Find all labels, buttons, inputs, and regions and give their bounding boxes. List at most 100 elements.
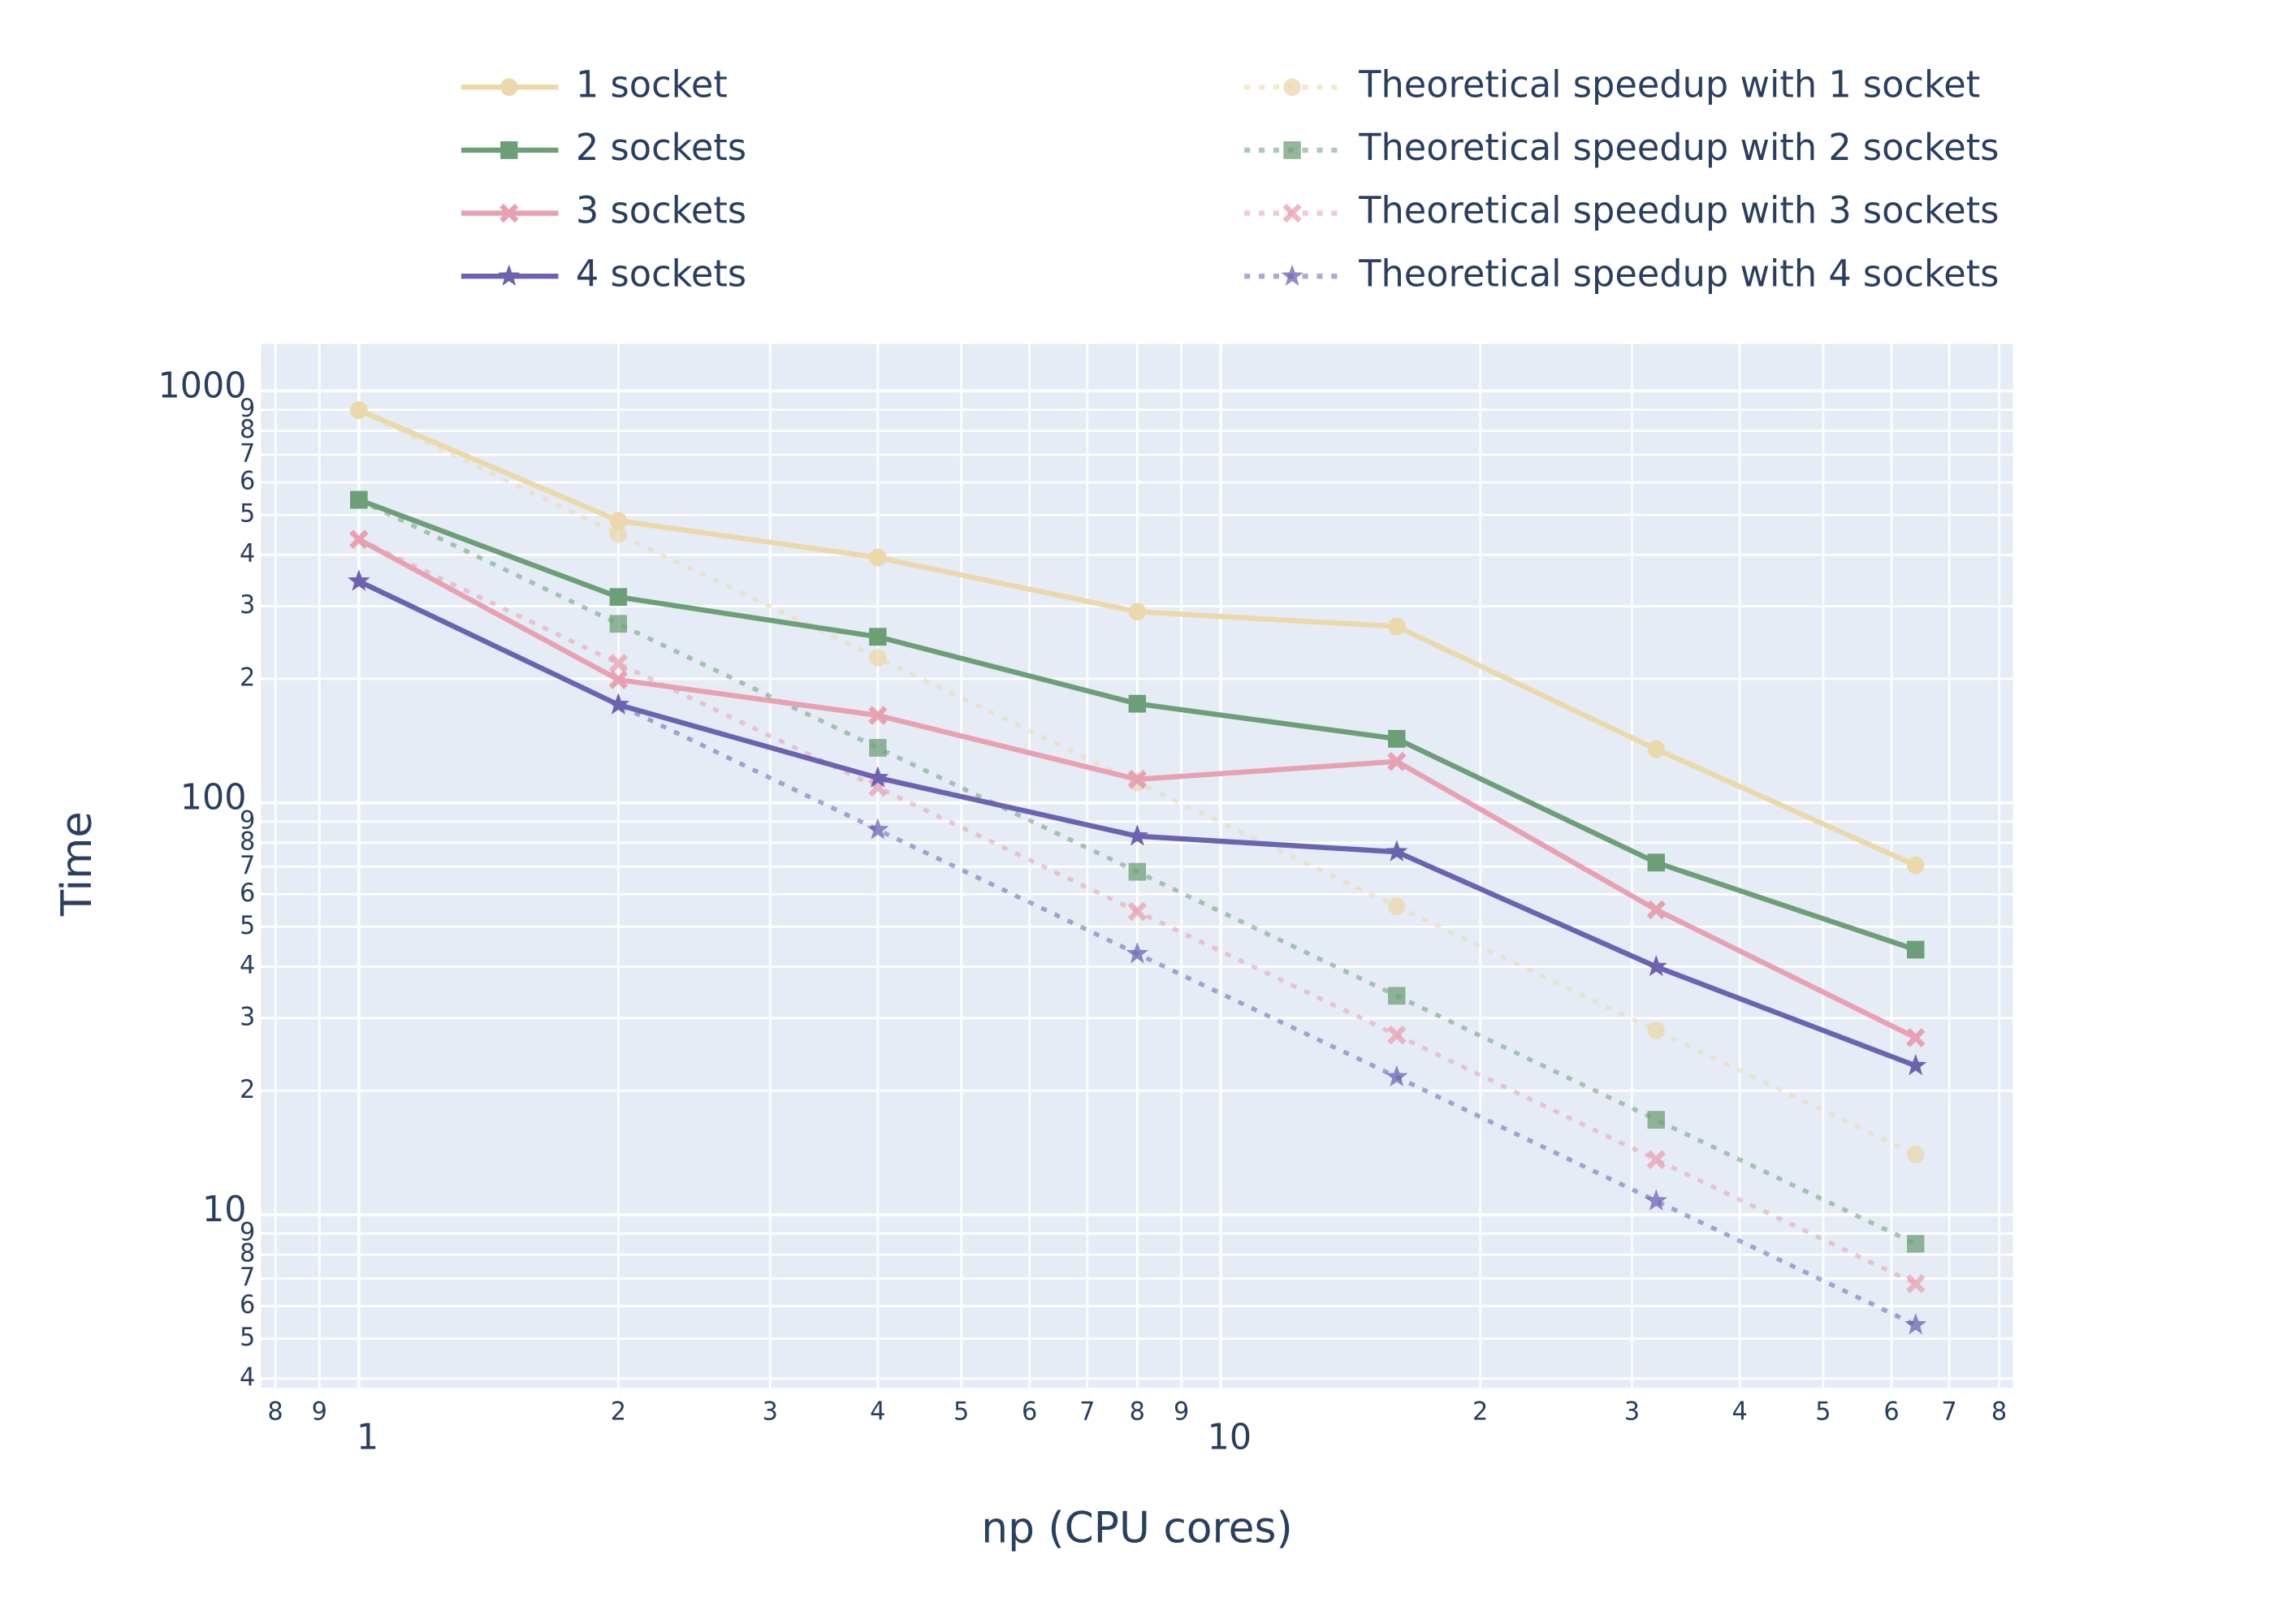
y-tick-label: 100 xyxy=(180,777,247,818)
x-tick-label: 8 xyxy=(1130,1397,1145,1426)
data-point xyxy=(609,525,628,543)
data-point xyxy=(348,569,370,591)
data-point xyxy=(1388,617,1406,636)
y-tick-label: 5 xyxy=(240,912,255,940)
x-tick-label: 1 xyxy=(357,1417,378,1458)
data-point xyxy=(1387,751,1407,771)
y-tick-label: 6 xyxy=(240,879,255,908)
legend-label: 4 sockets xyxy=(576,252,746,295)
legend-label: Theoretical speedup with 2 sockets xyxy=(1358,126,1999,169)
data-point xyxy=(609,615,628,633)
x-tick-label: 5 xyxy=(1815,1397,1831,1426)
data-point xyxy=(1126,824,1148,846)
data-point xyxy=(1386,1065,1408,1087)
legend-marker xyxy=(1283,78,1301,97)
x-axis-title: np (CPU cores) xyxy=(981,1504,1292,1553)
data-point xyxy=(607,693,629,715)
data-point xyxy=(1388,729,1406,748)
y-tick-label: 7 xyxy=(240,439,255,468)
data-point xyxy=(608,654,628,673)
data-point xyxy=(1906,1028,1926,1047)
data-point xyxy=(1904,1053,1927,1076)
y-tick-label: 3 xyxy=(240,591,255,620)
data-point xyxy=(1907,1145,1925,1164)
data-point xyxy=(608,670,628,689)
x-tick-label: 6 xyxy=(1883,1397,1899,1426)
data-point xyxy=(1388,897,1406,916)
y-tick-label: 9 xyxy=(240,806,255,835)
legend-marker xyxy=(1281,264,1303,286)
data-point xyxy=(1647,1111,1665,1129)
x-tick-label: 10 xyxy=(1208,1417,1252,1458)
legend-marker xyxy=(500,78,518,97)
data-point xyxy=(1386,840,1408,862)
y-tick-label: 4 xyxy=(240,540,255,568)
data-point xyxy=(1127,901,1147,922)
data-point xyxy=(1645,1189,1667,1211)
data-point xyxy=(609,512,628,530)
y-tick-label: 6 xyxy=(240,467,255,495)
data-point xyxy=(1904,1313,1927,1335)
data-point xyxy=(1646,900,1666,920)
x-tick-label: 3 xyxy=(1624,1397,1640,1426)
data-point xyxy=(1645,955,1667,977)
y-tick-label: 10 xyxy=(202,1190,247,1230)
data-point xyxy=(1647,853,1665,872)
legend-label: Theoretical speedup with 4 sockets xyxy=(1358,252,1999,295)
y-tick-label: 2 xyxy=(240,1076,255,1104)
data-point xyxy=(869,739,887,757)
y-tick-label: 9 xyxy=(240,395,255,423)
y-tick-label: 6 xyxy=(240,1291,255,1320)
data-point xyxy=(1388,987,1406,1005)
data-point xyxy=(1126,942,1148,964)
x-tick-label: 3 xyxy=(763,1397,778,1426)
data-point xyxy=(1128,694,1147,713)
y-tick-label: 3 xyxy=(240,1003,255,1031)
data-point xyxy=(1127,770,1147,789)
data-point xyxy=(609,588,628,607)
y-tick-label: 8 xyxy=(240,827,255,856)
data-point xyxy=(867,766,889,788)
x-tick-label: 8 xyxy=(267,1397,283,1426)
x-tick-label: 7 xyxy=(1079,1397,1095,1426)
y-axis-title: Time xyxy=(54,811,102,917)
x-tick-label: 6 xyxy=(1022,1397,1037,1426)
y-tick-label: 4 xyxy=(240,1363,255,1392)
y-tick-label: 7 xyxy=(240,852,255,880)
y-tick-label: 8 xyxy=(240,416,255,444)
data-point xyxy=(868,706,888,725)
data-point xyxy=(350,401,368,420)
legend-marker xyxy=(500,141,518,159)
data-point xyxy=(1387,1025,1407,1045)
data-point xyxy=(869,649,887,667)
legend-marker xyxy=(1283,141,1301,159)
x-tick-label: 4 xyxy=(1731,1397,1747,1426)
legend-label: Theoretical speedup with 3 sockets xyxy=(1358,188,1999,231)
x-tick-label: 7 xyxy=(1941,1397,1956,1426)
data-point xyxy=(1907,940,1925,959)
legend-label: 3 sockets xyxy=(576,188,746,231)
legend-marker xyxy=(499,203,519,223)
legend-label: 1 socket xyxy=(576,63,728,106)
data-point xyxy=(350,490,368,509)
y-tick-label: 1000 xyxy=(158,365,247,406)
data-point xyxy=(1906,1274,1926,1294)
x-tick-label: 4 xyxy=(870,1397,885,1426)
data-point xyxy=(1907,1234,1925,1253)
data-point xyxy=(1128,603,1147,621)
data-point xyxy=(1646,1150,1666,1170)
x-tick-label: 9 xyxy=(1174,1397,1189,1426)
data-point xyxy=(1647,1021,1665,1040)
y-tick-label: 9 xyxy=(240,1218,255,1246)
x-tick-label: 2 xyxy=(1472,1397,1488,1426)
data-point xyxy=(867,818,889,840)
data-point xyxy=(869,548,887,567)
data-point xyxy=(349,529,369,550)
legend-label: Theoretical speedup with 1 socket xyxy=(1358,63,1980,106)
legend-marker xyxy=(1282,203,1302,223)
legend-marker xyxy=(498,264,521,286)
x-tick-label: 9 xyxy=(312,1397,327,1426)
data-point xyxy=(1128,862,1147,881)
y-tick-label: 8 xyxy=(240,1239,255,1268)
